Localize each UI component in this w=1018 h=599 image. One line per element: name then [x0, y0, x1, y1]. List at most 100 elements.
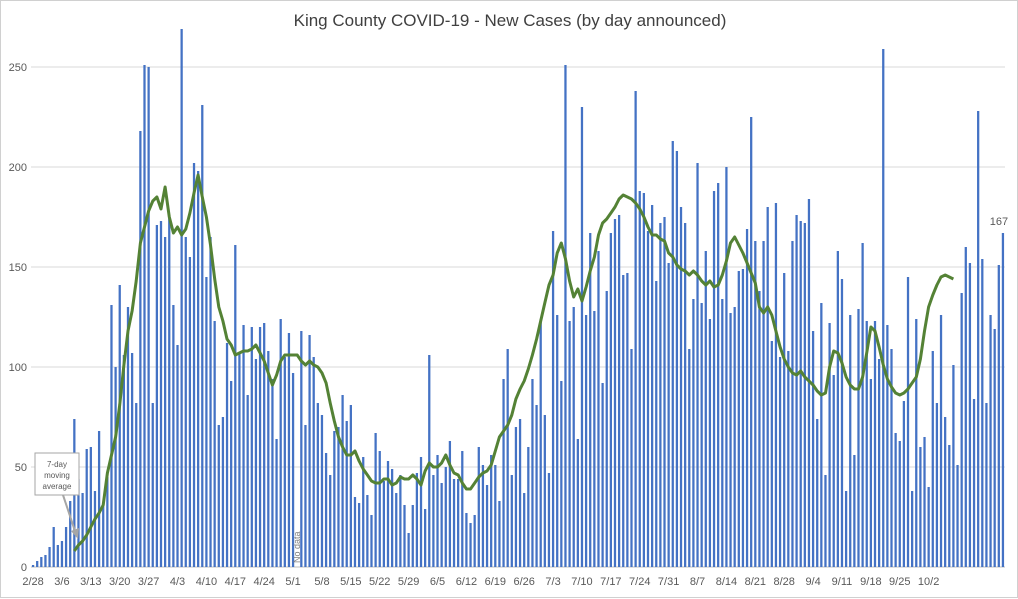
bar — [642, 193, 646, 567]
bar — [407, 533, 410, 567]
bar — [52, 527, 55, 567]
bar — [882, 49, 885, 567]
bar — [341, 395, 344, 567]
bar — [762, 241, 765, 567]
bar — [192, 163, 196, 567]
bar — [514, 427, 518, 567]
bar — [258, 327, 262, 567]
bar — [382, 481, 386, 567]
bar — [659, 223, 662, 567]
bar — [849, 315, 852, 567]
bar — [964, 247, 967, 567]
bar — [213, 321, 216, 567]
bar — [287, 333, 291, 567]
callout-box — [34, 452, 80, 496]
x-tick-label: 5/29 — [398, 576, 419, 588]
bar — [667, 263, 670, 567]
bar — [300, 331, 303, 567]
bar — [246, 395, 249, 567]
bar — [345, 421, 348, 567]
bar — [630, 349, 633, 567]
bar — [560, 381, 563, 567]
bar — [655, 281, 658, 567]
bar — [333, 431, 336, 567]
bar — [374, 433, 377, 567]
bar — [48, 547, 51, 567]
bar — [745, 229, 749, 567]
bar — [840, 279, 844, 567]
bar — [671, 141, 674, 567]
bar — [737, 271, 740, 567]
bar — [741, 269, 745, 567]
x-tick-label: 4/24 — [253, 576, 274, 588]
bar — [613, 219, 617, 567]
x-tick-label: 7/10 — [571, 576, 592, 588]
bar — [787, 351, 790, 567]
bar — [704, 251, 707, 567]
bar — [795, 215, 798, 567]
bar — [783, 273, 786, 567]
bar — [729, 313, 732, 567]
chart-title: King County COVID-19 - New Cases (by day… — [293, 11, 727, 30]
x-tick-label: 9/25 — [889, 576, 910, 588]
bar — [733, 307, 736, 567]
bar — [576, 439, 579, 567]
x-tick-label: 8/21 — [745, 576, 766, 588]
bar — [151, 403, 154, 567]
bar — [399, 475, 402, 567]
bar — [597, 251, 600, 567]
bar — [931, 351, 934, 567]
bar — [993, 329, 996, 567]
bar — [923, 437, 926, 567]
x-tick-label: 3/13 — [80, 576, 101, 588]
bar — [337, 427, 340, 567]
x-tick-label: 6/5 — [430, 576, 445, 588]
bar — [159, 221, 163, 567]
callout-text: 7-day — [47, 460, 67, 469]
bar — [564, 65, 567, 567]
y-tick-label: 250 — [9, 62, 27, 74]
bar — [646, 231, 650, 567]
bar — [580, 107, 584, 567]
bar — [139, 131, 142, 567]
bar — [601, 383, 604, 567]
x-tick-label: 7/17 — [600, 576, 621, 588]
bar — [634, 91, 637, 567]
bar — [572, 307, 575, 567]
x-tick-label: 6/19 — [485, 576, 506, 588]
bar — [457, 479, 460, 567]
bar — [267, 351, 270, 567]
bar — [977, 111, 980, 567]
bar — [263, 323, 266, 567]
moving-average-series — [73, 173, 955, 552]
bar — [518, 419, 522, 567]
bar — [324, 453, 328, 567]
bar — [415, 473, 419, 567]
bar — [750, 117, 753, 567]
x-tick-label: 8/28 — [773, 576, 794, 588]
bar — [960, 293, 963, 567]
bar — [688, 349, 691, 567]
bar — [168, 217, 171, 567]
bar — [93, 491, 97, 567]
bar — [1001, 233, 1005, 567]
bar — [234, 245, 237, 567]
bar — [877, 359, 881, 567]
bar — [890, 349, 893, 567]
callout-text: moving — [44, 471, 70, 480]
bar — [312, 357, 315, 567]
bar — [106, 477, 109, 567]
bar — [952, 365, 955, 567]
bar — [981, 259, 984, 567]
bar — [968, 263, 972, 567]
bar — [64, 527, 68, 567]
x-tick-label: 8/14 — [716, 576, 737, 588]
bar — [217, 425, 220, 567]
bar — [411, 505, 414, 567]
bar — [948, 445, 951, 567]
bar — [535, 405, 538, 567]
bar — [308, 335, 311, 567]
bar — [205, 277, 208, 567]
bar — [481, 465, 485, 567]
